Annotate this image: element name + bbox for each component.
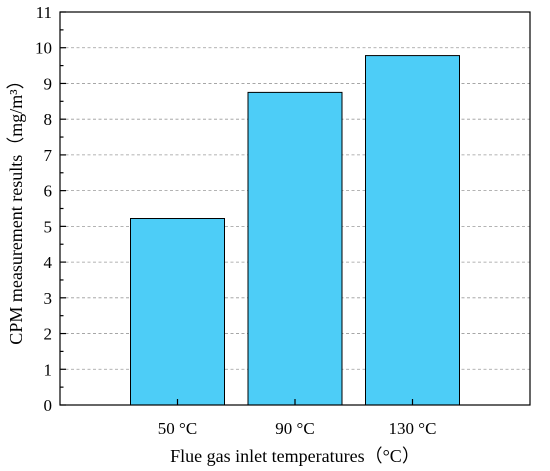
x-tick-label: 90 °C <box>275 419 314 438</box>
bars <box>130 55 460 406</box>
y-tick-label: 6 <box>44 182 53 201</box>
x-tick-label: 130 °C <box>389 419 437 438</box>
y-tick-label: 2 <box>44 325 53 344</box>
x-axis-title: Flue gas inlet temperatures（°C） <box>170 446 420 466</box>
bar-2 <box>247 91 343 406</box>
y-tick-label: 10 <box>35 39 52 58</box>
x-tick-label: 50 °C <box>158 419 197 438</box>
y-tick-label: 3 <box>44 289 53 308</box>
bar-3 <box>365 55 460 406</box>
x-tick-labels: 50 °C 90 °C 130 °C <box>158 419 437 438</box>
y-tick-label: 1 <box>44 360 53 379</box>
y-tick-label: 4 <box>44 253 53 272</box>
axis-ticks <box>60 11 414 406</box>
y-tick-label: 9 <box>44 74 53 93</box>
y-tick-label: 5 <box>44 217 53 236</box>
y-tick-label: 8 <box>44 110 53 129</box>
y-axis-title: CPM measurement results（mg/m³） <box>6 71 26 344</box>
y-tick-label: 0 <box>44 396 53 415</box>
bar-1 <box>130 218 225 406</box>
y-tick-label: 7 <box>44 146 53 165</box>
y-tick-labels: 0 1 2 3 4 5 6 7 8 9 10 11 <box>35 3 53 415</box>
y-tick-label: 11 <box>36 3 52 22</box>
